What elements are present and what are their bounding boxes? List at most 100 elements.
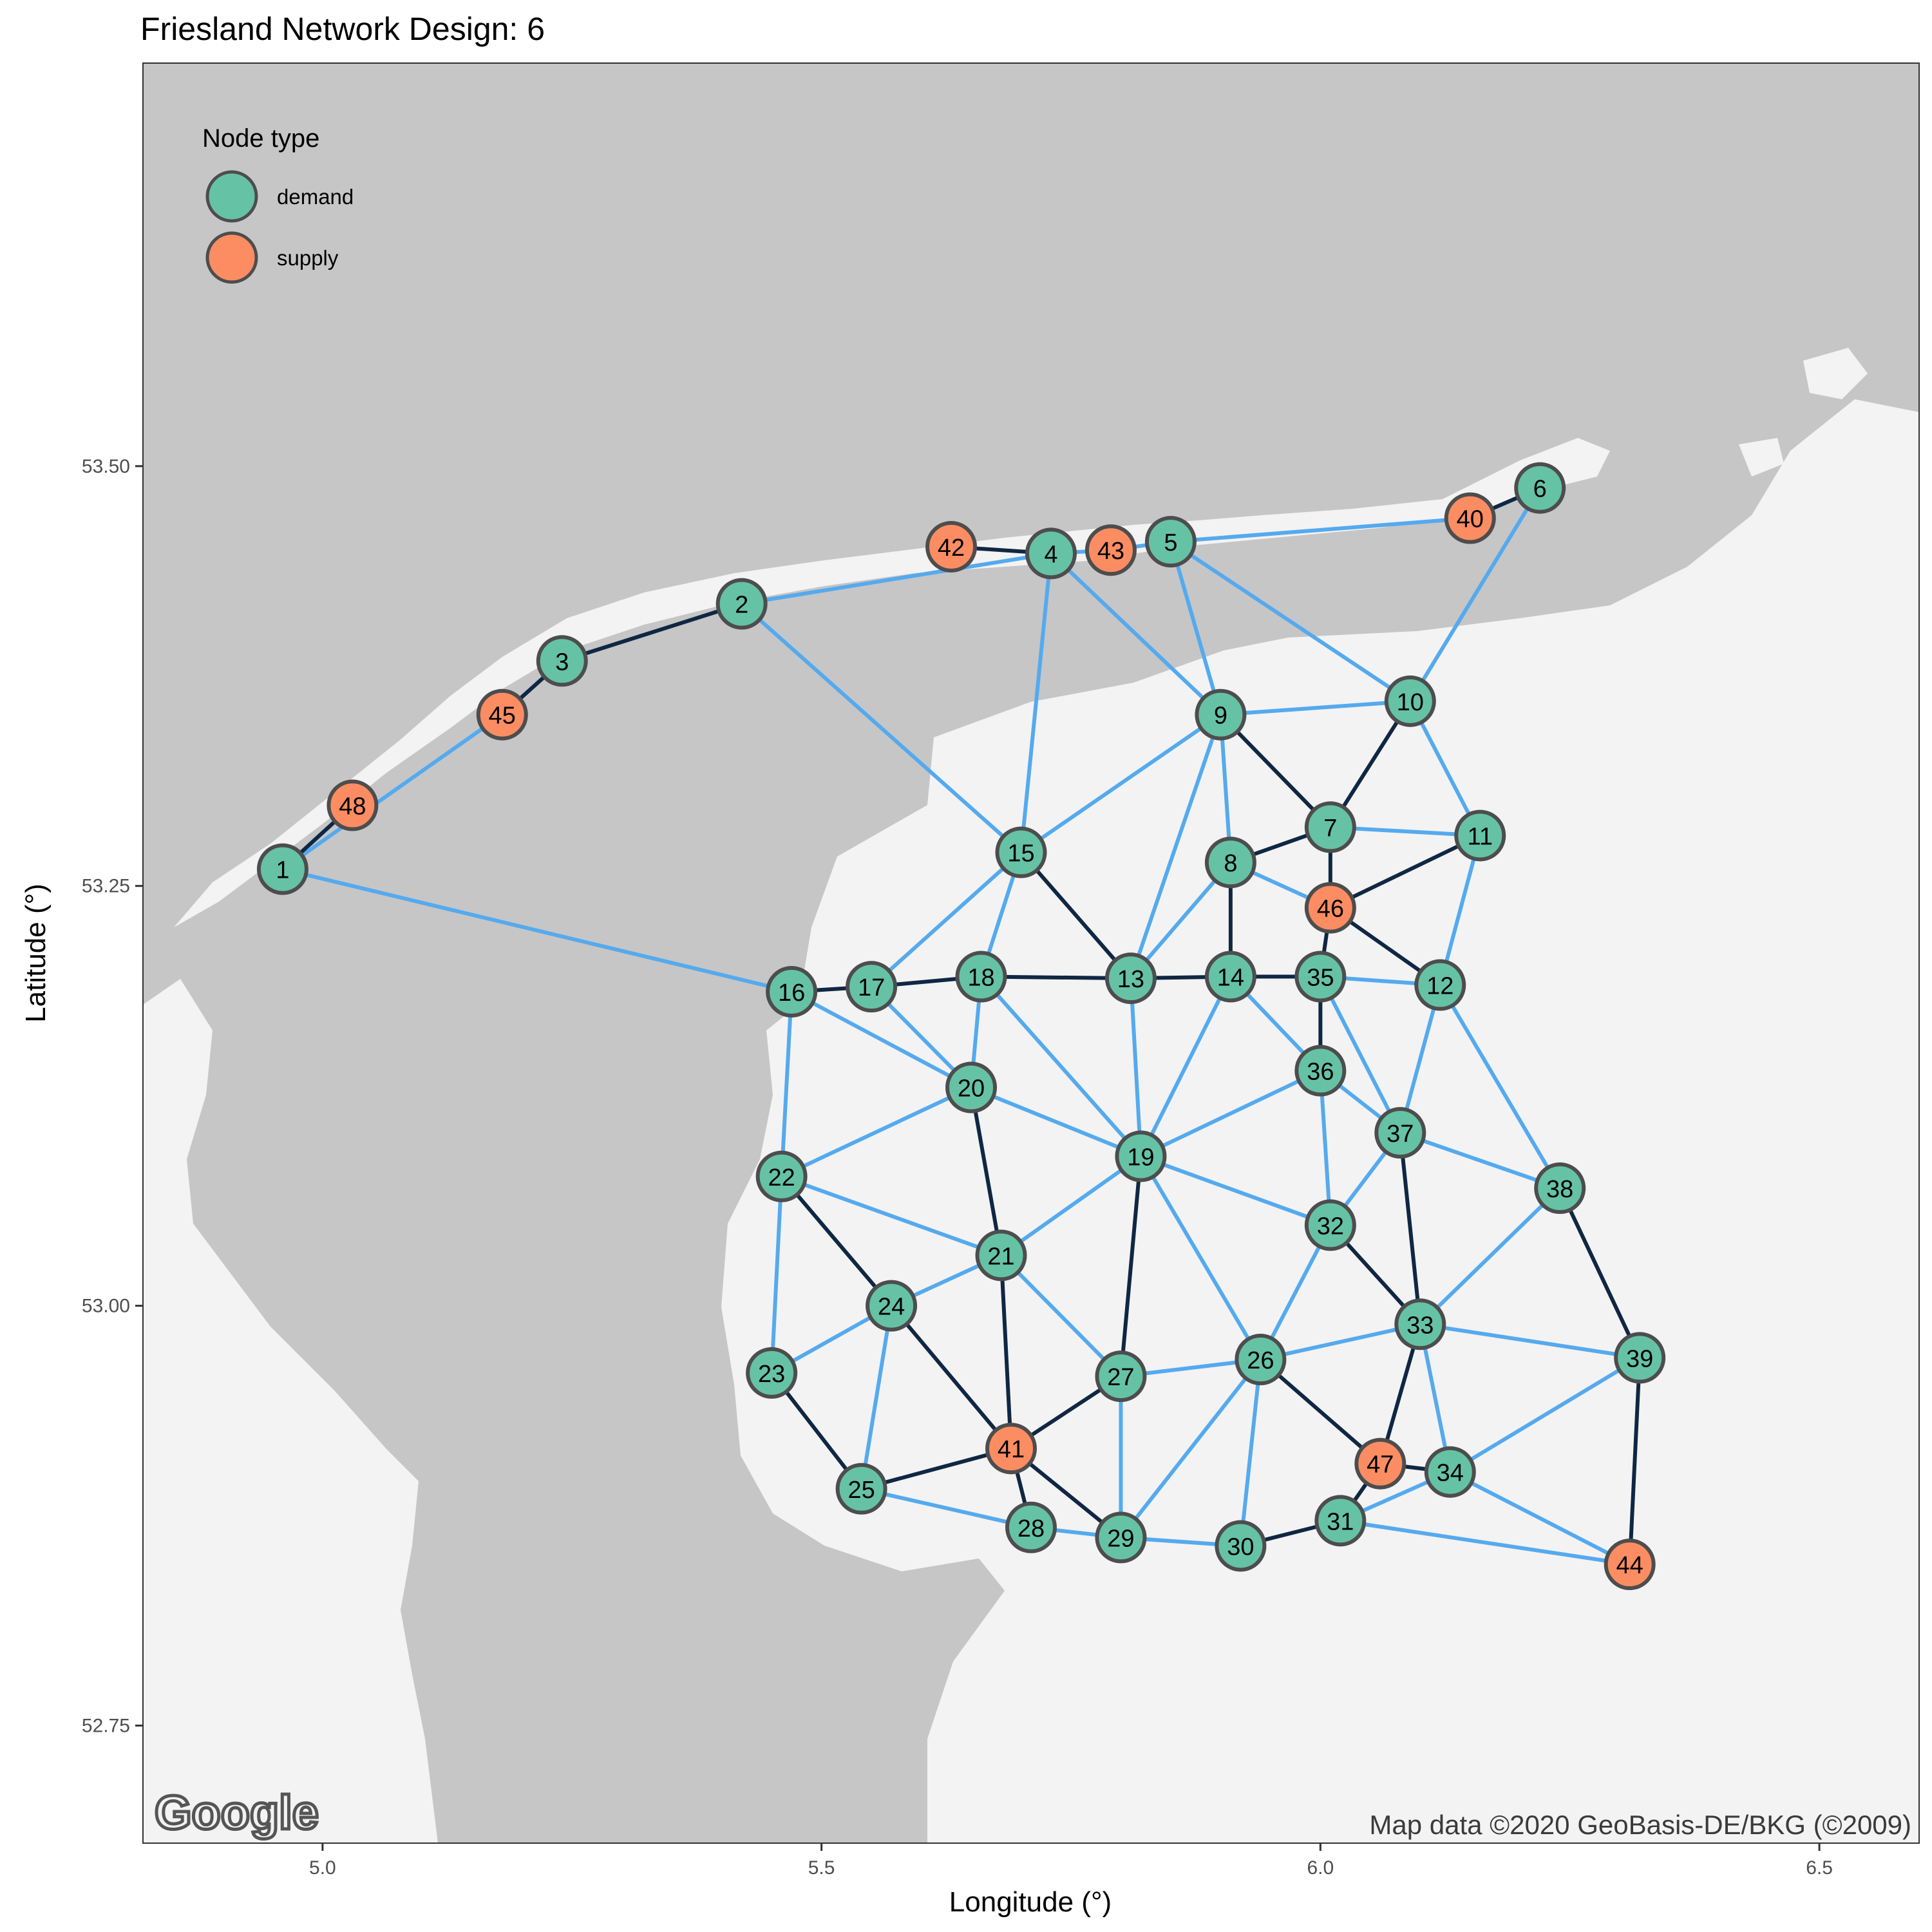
node-35[interactable]: 35 <box>1294 951 1347 1003</box>
node-7[interactable]: 7 <box>1304 801 1356 853</box>
node-40[interactable]: 40 <box>1444 492 1496 544</box>
node-29[interactable]: 29 <box>1095 1511 1147 1564</box>
node-marker <box>1095 1511 1147 1564</box>
node-label: 24 <box>878 1294 905 1321</box>
node-9[interactable]: 9 <box>1195 688 1247 741</box>
node-label: 27 <box>1107 1364 1134 1391</box>
node-34[interactable]: 34 <box>1424 1446 1476 1498</box>
y-axis-title: Latitude (°) <box>20 884 52 1023</box>
node-label: 35 <box>1307 965 1334 992</box>
node-31[interactable]: 31 <box>1314 1495 1367 1547</box>
edge-dark-3-2 <box>560 601 744 663</box>
node-label: 25 <box>848 1477 875 1504</box>
node-marker <box>995 826 1047 878</box>
node-26[interactable]: 26 <box>1235 1334 1287 1386</box>
node-47[interactable]: 47 <box>1354 1437 1406 1490</box>
node-label: 26 <box>1247 1347 1274 1374</box>
node-41[interactable]: 41 <box>985 1423 1037 1475</box>
node-13[interactable]: 13 <box>1104 952 1157 1005</box>
node-30[interactable]: 30 <box>1215 1520 1267 1572</box>
node-marker <box>866 1280 918 1332</box>
node-24[interactable]: 24 <box>866 1280 918 1332</box>
node-28[interactable]: 28 <box>1005 1501 1057 1553</box>
node-label: 3 <box>555 649 569 676</box>
edge-light-14-19 <box>1139 974 1233 1159</box>
x-tick-label: 5.0 <box>309 1857 336 1879</box>
edge-light-19-26 <box>1139 1154 1263 1362</box>
node-17[interactable]: 17 <box>846 961 898 1013</box>
edge-light-2-4 <box>739 551 1053 606</box>
node-39[interactable]: 39 <box>1614 1332 1666 1384</box>
panel-border <box>142 62 1920 1844</box>
node-38[interactable]: 38 <box>1534 1162 1586 1215</box>
node-46[interactable]: 46 <box>1304 882 1356 934</box>
node-5[interactable]: 5 <box>1144 516 1197 568</box>
node-2[interactable]: 2 <box>715 578 768 630</box>
node-12[interactable]: 12 <box>1414 959 1466 1011</box>
node-44[interactable]: 44 <box>1604 1539 1656 1591</box>
node-label: 16 <box>778 980 805 1007</box>
node-label: 20 <box>958 1075 985 1103</box>
node-37[interactable]: 37 <box>1374 1107 1426 1159</box>
node-marker <box>1374 1107 1426 1159</box>
node-42[interactable]: 42 <box>925 520 978 573</box>
edge-light-34-44 <box>1448 1470 1632 1567</box>
node-3[interactable]: 3 <box>536 635 588 687</box>
node-label: 17 <box>858 974 885 1001</box>
node-43[interactable]: 43 <box>1084 524 1137 576</box>
edge-light-25-28 <box>859 1486 1033 1530</box>
node-marker <box>945 1061 998 1113</box>
legend-demand-label: demand <box>277 185 354 209</box>
node-15[interactable]: 15 <box>995 826 1047 878</box>
edge-light-19-32 <box>1139 1154 1332 1227</box>
node-marker <box>1215 1520 1267 1572</box>
node-32[interactable]: 32 <box>1304 1199 1356 1251</box>
node-33[interactable]: 33 <box>1394 1298 1446 1350</box>
node-19[interactable]: 19 <box>1115 1130 1167 1182</box>
node-label: 47 <box>1367 1452 1394 1479</box>
node-21[interactable]: 21 <box>975 1229 1027 1282</box>
node-label: 30 <box>1227 1533 1254 1560</box>
legend-demand-key <box>205 170 258 223</box>
node-8[interactable]: 8 <box>1204 837 1256 889</box>
node-1[interactable]: 1 <box>256 843 308 895</box>
node-11[interactable]: 11 <box>1454 810 1506 862</box>
node-marker <box>746 1347 798 1399</box>
node-6[interactable]: 6 <box>1514 462 1566 514</box>
node-4[interactable]: 4 <box>1025 527 1077 580</box>
edge-light-20-22 <box>779 1085 974 1179</box>
edge-light-39-34 <box>1448 1356 1642 1474</box>
node-36[interactable]: 36 <box>1294 1045 1347 1097</box>
edge-light-9-13 <box>1128 712 1223 981</box>
node-14[interactable]: 14 <box>1204 951 1256 1003</box>
edge-light-21-27 <box>999 1253 1123 1379</box>
node-45[interactable]: 45 <box>476 688 528 741</box>
node-27[interactable]: 27 <box>1095 1350 1147 1403</box>
edge-dark-46-11 <box>1328 833 1482 910</box>
node-16[interactable]: 16 <box>766 965 818 1018</box>
map-panel[interactable] <box>143 63 1919 1843</box>
node-18[interactable]: 18 <box>955 951 1007 1003</box>
node-marker <box>1444 492 1496 544</box>
node-25[interactable]: 25 <box>835 1463 887 1515</box>
node-label: 1 <box>276 857 289 884</box>
node-10[interactable]: 10 <box>1384 675 1436 727</box>
node-marker <box>1424 1446 1476 1498</box>
node-22[interactable]: 22 <box>755 1150 808 1202</box>
edge-light-4-15 <box>1019 551 1053 855</box>
node-label: 33 <box>1406 1312 1434 1339</box>
node-label: 23 <box>758 1361 785 1388</box>
node-23[interactable]: 23 <box>746 1347 798 1399</box>
node-label: 6 <box>1533 476 1547 503</box>
edge-light-22-23 <box>770 1174 784 1375</box>
node-48[interactable]: 48 <box>327 779 379 831</box>
legend-supply-label: supply <box>277 246 339 270</box>
x-tick-label: 6.5 <box>1806 1857 1833 1879</box>
node-20[interactable]: 20 <box>945 1061 998 1113</box>
y-tick-label: 53.50 <box>82 456 130 477</box>
node-marker <box>1394 1298 1446 1350</box>
node-marker <box>835 1463 887 1515</box>
edge-light-37-38 <box>1398 1131 1562 1191</box>
node-marker <box>1294 951 1347 1003</box>
